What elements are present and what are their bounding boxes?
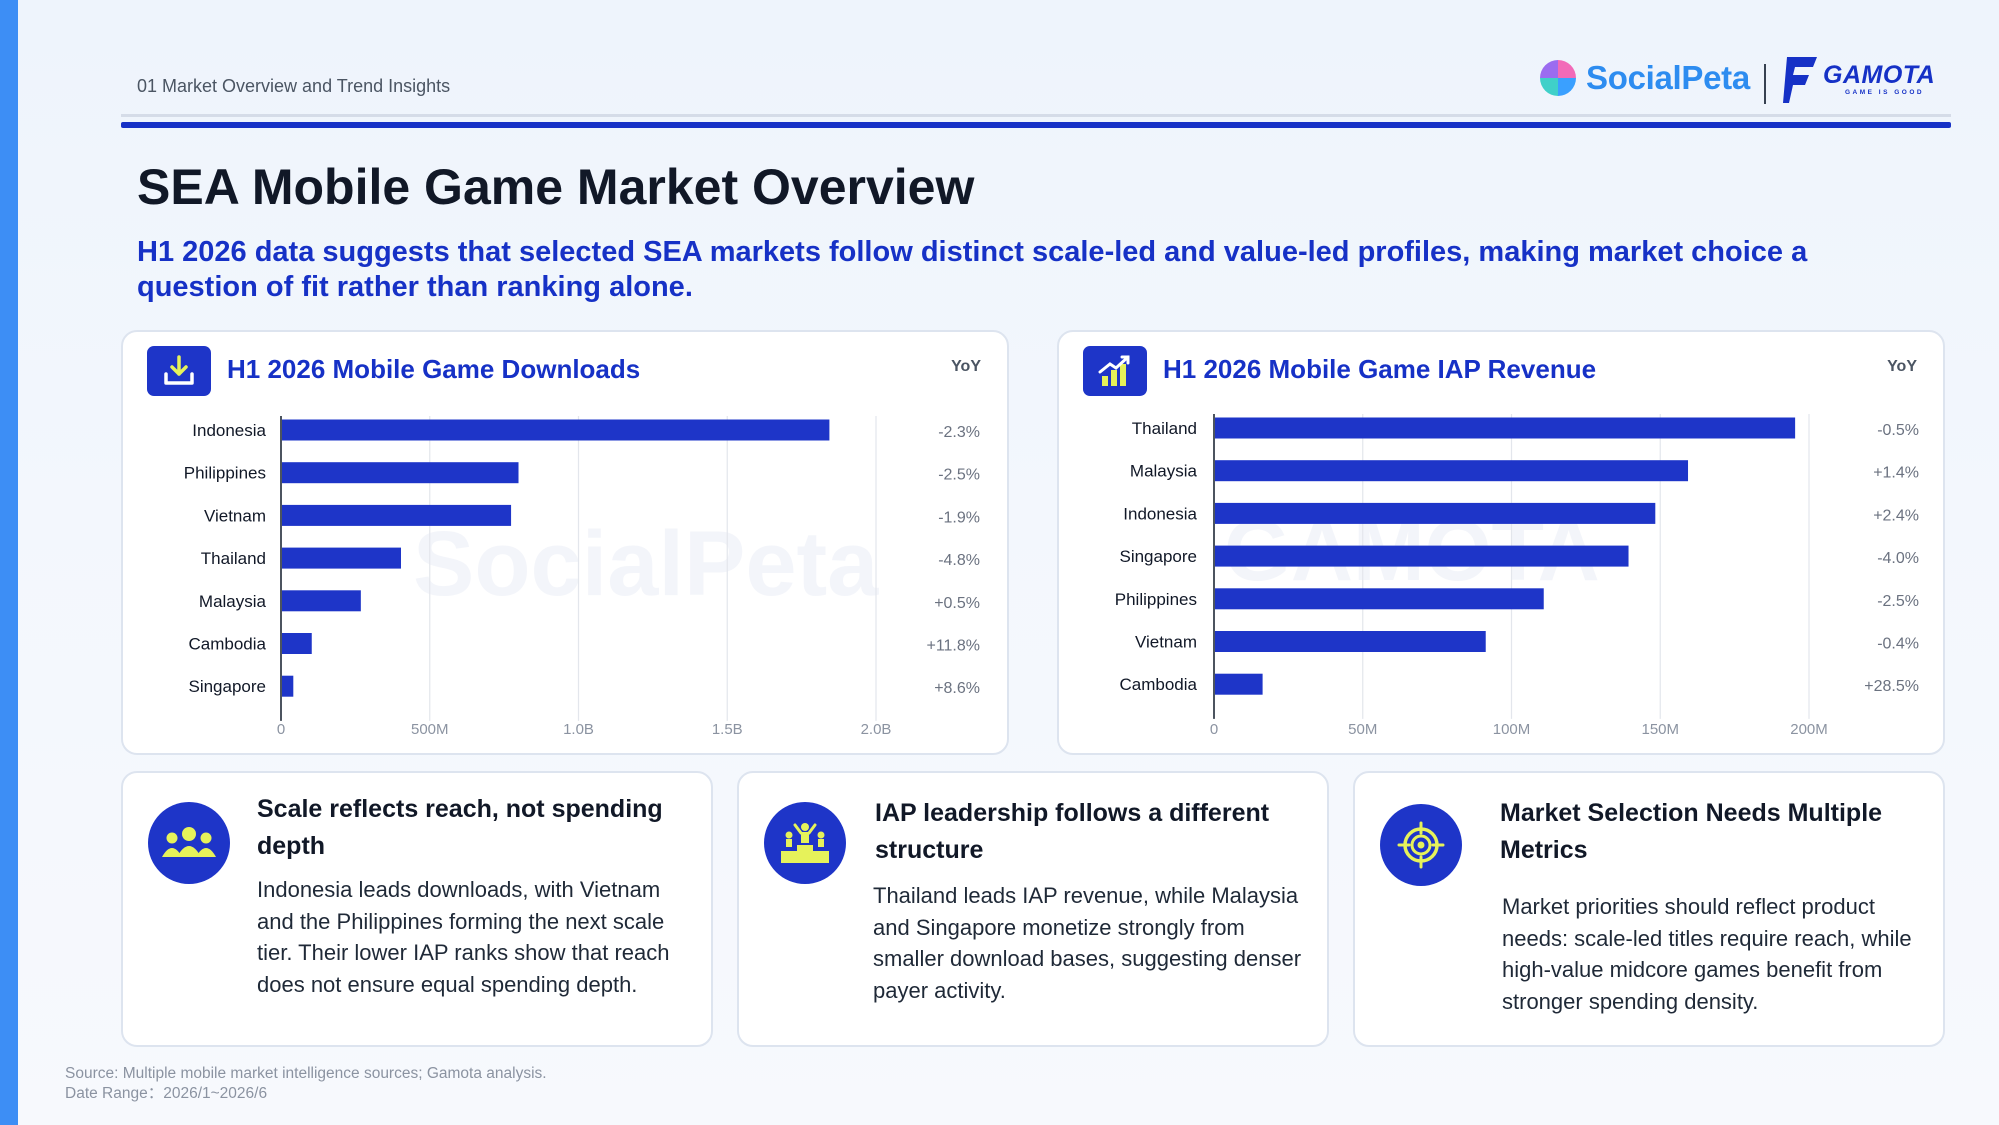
bar — [282, 547, 401, 569]
x-tick-label: 0 — [1210, 721, 1218, 738]
insight-title: Scale reflects reach, not spending depth — [257, 795, 663, 860]
iap-yoy-header: YoY — [1887, 358, 1917, 375]
insight-card-market-selection: Market Selection Needs Multiple Metrics … — [1353, 771, 1945, 1047]
bar — [282, 675, 294, 697]
downloads-bar-chart: SocialPeta 0 500M 1.0B 1.5B 2.0B Indonesia -2.3… — [184, 416, 980, 738]
insight-card-scale: Scale reflects reach, not spending depth… — [121, 771, 713, 1047]
users-group-icon — [148, 802, 230, 884]
yoy-value: -1.9% — [938, 509, 980, 526]
category-label: Philippines — [184, 464, 266, 483]
bar — [1215, 673, 1263, 695]
category-label: Indonesia — [192, 421, 266, 440]
category-label: Indonesia — [1123, 504, 1197, 523]
x-tick-label: 100M — [1493, 721, 1531, 738]
bar — [1215, 631, 1486, 652]
yoy-value: -0.5% — [1877, 422, 1919, 439]
insight-title: Market Selection Needs Multiple Metrics — [1500, 799, 1883, 864]
insight-card-iap-structure: IAP leadership follows a different struc… — [737, 771, 1329, 1047]
gamota-logo: GAMOTA GAME IS GOOD — [1781, 55, 1935, 105]
footer-date-range: Date Range：2026/1~2026/6 — [65, 1085, 268, 1102]
downloads-chart-title: H1 2026 Mobile Game Downloads — [227, 354, 641, 384]
category-label: Thailand — [1132, 419, 1197, 438]
category-label: Malaysia — [199, 592, 267, 611]
bar — [1215, 460, 1689, 482]
iap-chart-title: H1 2026 Mobile Game IAP Revenue — [1163, 354, 1597, 384]
category-label: Singapore — [1119, 547, 1197, 566]
bar — [282, 633, 312, 654]
downloads-chart-panel: H1 2026 Mobile Game Downloads YoY Social… — [121, 330, 1009, 755]
podium-icon — [764, 802, 846, 884]
bar — [1215, 417, 1796, 439]
page-title: SEA Mobile Game Market Overview — [137, 159, 975, 215]
yoy-value: -2.5% — [938, 467, 980, 484]
chart-watermark: SocialPeta — [413, 513, 879, 615]
x-tick-label: 1.0B — [563, 721, 594, 738]
insight-title: IAP leadership follows a different struc… — [875, 799, 1270, 864]
yoy-value: +11.8% — [926, 638, 980, 655]
yoy-value: +0.5% — [934, 595, 980, 612]
category-label: Malaysia — [1130, 462, 1198, 481]
category-label: Singapore — [188, 677, 266, 696]
header-rule — [121, 122, 1951, 128]
x-tick-label: 0 — [277, 721, 285, 738]
bar — [282, 419, 830, 441]
yoy-value: -4.8% — [938, 552, 980, 569]
socialpeta-logo-mark-icon — [1540, 60, 1576, 96]
bar — [282, 462, 519, 484]
yoy-value: +8.6% — [934, 680, 980, 697]
footer-source: Source: Multiple mobile market intellige… — [65, 1065, 547, 1082]
yoy-value: -2.5% — [1877, 593, 1919, 610]
logo-divider — [1764, 64, 1766, 104]
yoy-value: -4.0% — [1877, 550, 1919, 567]
yoy-value: +1.4% — [1873, 465, 1919, 482]
gamota-logo-mark-icon — [1783, 57, 1817, 103]
iap-bar-chart: GAMOTA050M100M150M200MThailand-0.5%Malay… — [1115, 414, 1919, 738]
socialpeta-logo-text: SocialPeta — [1586, 59, 1750, 96]
revenue-chart-icon — [1083, 346, 1147, 396]
yoy-value: -0.4% — [1877, 636, 1919, 653]
bar — [282, 504, 512, 526]
header-rule-light — [121, 114, 1951, 117]
download-icon — [147, 346, 211, 396]
gamota-logo-text: GAMOTA — [1823, 61, 1936, 90]
yoy-value: -2.3% — [938, 424, 980, 441]
x-tick-label: 2.0B — [861, 721, 892, 738]
gamota-logo-tagline: GAME IS GOOD — [1845, 89, 1925, 97]
yoy-value: +28.5% — [1864, 678, 1919, 695]
bar — [282, 590, 361, 612]
target-icon — [1380, 804, 1462, 886]
bar — [1215, 502, 1656, 524]
category-label: Philippines — [1115, 590, 1197, 609]
insight-body: Thailand leads IAP revenue, while Malays… — [873, 883, 1302, 1003]
category-label: Cambodia — [1120, 675, 1198, 694]
footer: Source: Multiple mobile market intellige… — [65, 1064, 547, 1104]
x-tick-label: 50M — [1348, 721, 1377, 738]
bar — [1215, 545, 1629, 567]
x-tick-label: 200M — [1790, 721, 1828, 738]
insight-body: Market priorities should reflect product… — [1502, 894, 1912, 1014]
x-tick-label: 1.5B — [712, 721, 743, 738]
bar — [1215, 588, 1544, 610]
category-label: Cambodia — [189, 635, 267, 654]
left-accent-strip — [0, 0, 18, 1125]
iap-revenue-chart-panel: H1 2026 Mobile Game IAP Revenue YoY GAMO… — [1057, 330, 1945, 755]
downloads-yoy-header: YoY — [951, 358, 981, 375]
category-label: Vietnam — [204, 506, 266, 525]
x-tick-label: 500M — [411, 721, 449, 738]
section-label: 01 Market Overview and Trend Insights — [137, 76, 451, 96]
page-subtitle: H1 2026 data suggests that selected SEA … — [137, 236, 1808, 303]
x-tick-label: 150M — [1641, 721, 1679, 738]
insight-body: Indonesia leads downloads, with Vietnam … — [257, 877, 670, 997]
socialpeta-logo: SocialPeta — [1538, 58, 1750, 98]
category-label: Vietnam — [1135, 633, 1197, 652]
category-label: Thailand — [201, 549, 266, 568]
yoy-value: +2.4% — [1873, 507, 1919, 524]
